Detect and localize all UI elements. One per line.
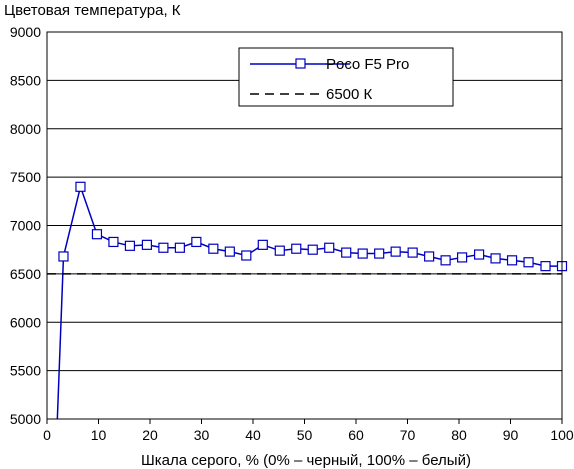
x-tick-label: 80 bbox=[451, 427, 467, 443]
y-tick-label: 9000 bbox=[10, 24, 41, 40]
series-layer bbox=[47, 181, 568, 419]
data-point bbox=[208, 243, 219, 254]
data-point bbox=[241, 250, 252, 261]
data-point bbox=[390, 246, 401, 257]
legend-label-poco: Poco F5 Pro bbox=[326, 56, 409, 73]
y-tick-label: 6500 bbox=[10, 266, 41, 282]
x-tick-label: 10 bbox=[91, 427, 107, 443]
y-axis-title: Цветовая температура, К bbox=[4, 2, 181, 19]
legend-box bbox=[238, 47, 454, 107]
data-point bbox=[506, 255, 518, 266]
x-tick-label: 20 bbox=[142, 427, 158, 443]
legend-marker-poco bbox=[295, 58, 306, 69]
data-point bbox=[191, 236, 202, 248]
data-point bbox=[158, 242, 169, 253]
data-point bbox=[324, 242, 335, 253]
x-tick-label: 40 bbox=[245, 427, 261, 443]
data-point bbox=[75, 181, 86, 192]
data-point bbox=[291, 243, 302, 254]
y-tick-label: 7000 bbox=[10, 218, 41, 234]
tick-labels: 5000 5500 6000 6500 7000 7500 8000 8500 9000 0 10 2… bbox=[10, 24, 574, 443]
y-tick-label: 6000 bbox=[10, 314, 41, 330]
data-point bbox=[440, 255, 451, 266]
data-point bbox=[540, 261, 551, 272]
x-tick-label: 90 bbox=[503, 427, 519, 443]
legend: Poco F5 Pro 6500 К bbox=[238, 47, 454, 107]
y-tick-label: 7500 bbox=[10, 169, 41, 185]
x-tick-label: 100 bbox=[550, 427, 574, 443]
x-tick-label: 60 bbox=[348, 427, 364, 443]
data-point bbox=[424, 251, 435, 262]
data-point bbox=[124, 240, 136, 251]
data-point bbox=[407, 247, 418, 258]
y-tick-label: 5000 bbox=[10, 411, 41, 427]
data-point bbox=[374, 248, 385, 259]
data-point bbox=[456, 252, 468, 263]
data-point bbox=[224, 246, 235, 257]
x-tick-label: 70 bbox=[400, 427, 416, 443]
data-point bbox=[341, 247, 352, 258]
data-point bbox=[141, 239, 153, 250]
series-line-0 bbox=[56, 184, 562, 419]
data-point bbox=[91, 229, 103, 240]
x-tick-label: 0 bbox=[43, 427, 51, 443]
data-point bbox=[174, 242, 185, 253]
data-point bbox=[58, 251, 69, 262]
grid-lines bbox=[47, 79, 562, 372]
data-point bbox=[257, 239, 268, 250]
legend-label-6500: 6500 К bbox=[326, 86, 373, 103]
data-point bbox=[357, 248, 368, 259]
data-point bbox=[307, 244, 318, 255]
y-tick-label: 8000 bbox=[10, 121, 41, 137]
data-point bbox=[523, 257, 534, 268]
data-point bbox=[473, 249, 485, 260]
data-point bbox=[108, 236, 119, 248]
x-tick-label: 30 bbox=[194, 427, 210, 443]
x-tick-label: 50 bbox=[297, 427, 313, 443]
y-tick-label: 5500 bbox=[10, 363, 41, 379]
data-point bbox=[274, 245, 285, 256]
x-axis-title: Шкала серого, % (0% – черный, 100% – бел… bbox=[141, 452, 471, 469]
y-tick-label: 8500 bbox=[10, 72, 41, 88]
data-point bbox=[490, 253, 501, 264]
